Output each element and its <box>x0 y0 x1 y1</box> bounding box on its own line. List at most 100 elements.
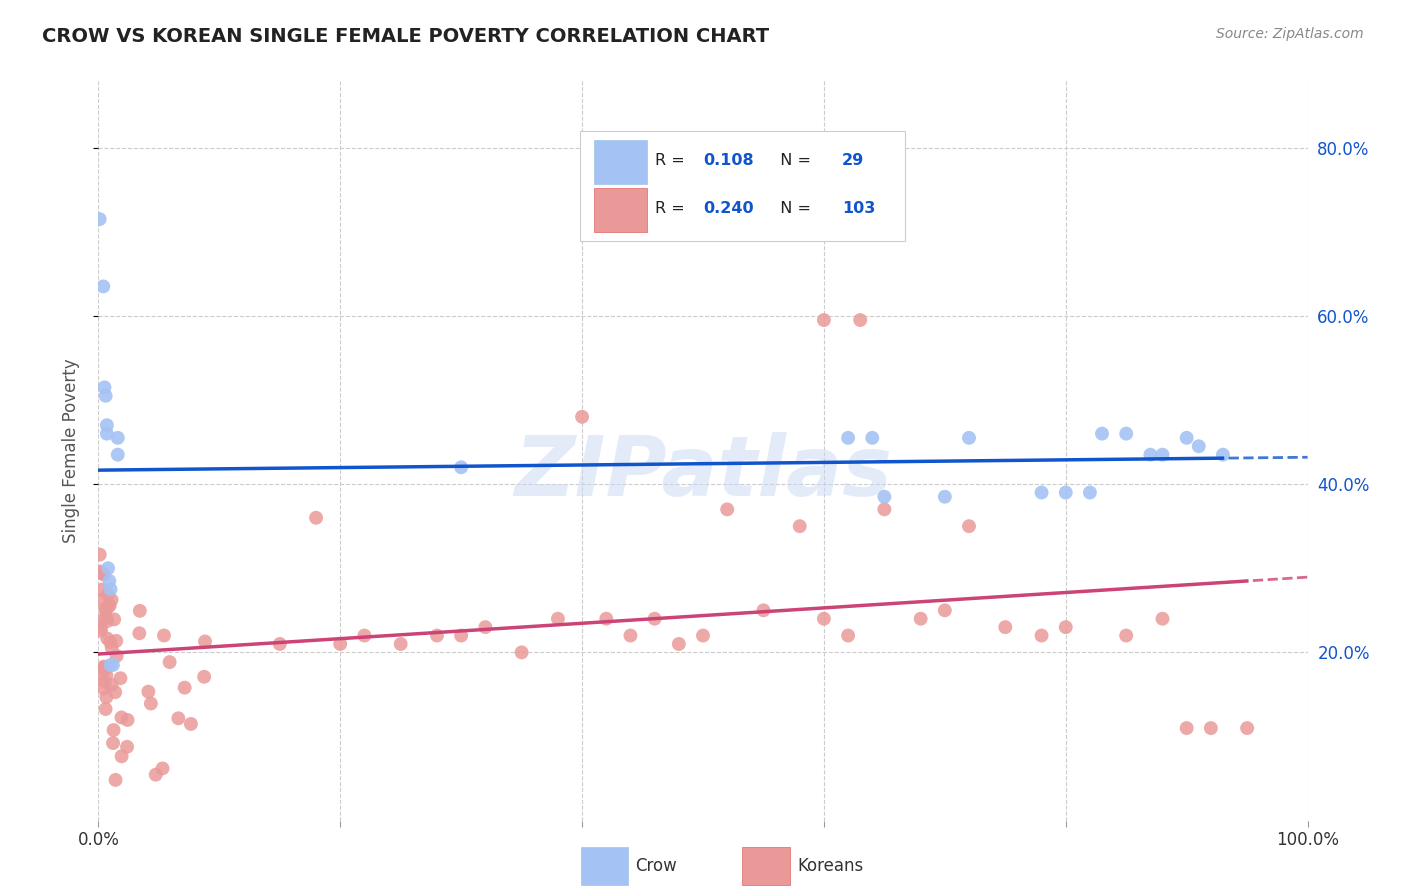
Text: Crow: Crow <box>636 857 678 875</box>
Point <box>96 426 118 441</box>
Point <box>426 628 449 642</box>
Text: N =: N = <box>769 201 815 216</box>
Point <box>957 431 980 445</box>
Point <box>107 448 129 462</box>
Point <box>89 565 111 579</box>
FancyBboxPatch shape <box>579 130 905 241</box>
Point <box>110 710 132 724</box>
Point <box>98 599 121 613</box>
Point <box>1236 721 1258 735</box>
Text: 0.108: 0.108 <box>703 153 754 168</box>
Point <box>1031 485 1053 500</box>
Point <box>91 613 114 627</box>
Point <box>1031 628 1053 642</box>
Point <box>860 431 883 445</box>
Point <box>101 658 124 673</box>
Point <box>105 648 128 663</box>
Point <box>1212 448 1234 462</box>
Point <box>103 723 125 737</box>
Text: R =: R = <box>655 153 689 168</box>
Point <box>93 659 115 673</box>
Point <box>1091 426 1114 441</box>
Point <box>96 690 118 704</box>
Point <box>96 418 118 433</box>
Point <box>595 612 617 626</box>
Point <box>96 632 118 646</box>
Text: CROW VS KOREAN SINGLE FEMALE POVERTY CORRELATION CHART: CROW VS KOREAN SINGLE FEMALE POVERTY COR… <box>42 27 769 45</box>
Point <box>128 626 150 640</box>
Point <box>93 661 115 675</box>
Point <box>173 681 195 695</box>
Point <box>90 621 112 635</box>
Point <box>110 749 132 764</box>
Y-axis label: Single Female Poverty: Single Female Poverty <box>62 359 80 542</box>
Point <box>329 637 352 651</box>
Point <box>167 711 190 725</box>
Point <box>389 637 412 651</box>
Point <box>1175 431 1198 445</box>
Point <box>105 633 128 648</box>
Point <box>100 582 122 597</box>
Point <box>94 603 117 617</box>
Point <box>90 668 112 682</box>
Point <box>619 628 641 642</box>
Point <box>474 620 496 634</box>
Point <box>873 502 896 516</box>
FancyBboxPatch shape <box>595 188 647 232</box>
Point <box>1152 448 1174 462</box>
Point <box>152 761 174 775</box>
Point <box>837 628 859 642</box>
Point <box>873 490 896 504</box>
Point <box>644 612 666 626</box>
Point <box>571 409 593 424</box>
Point <box>90 566 112 581</box>
Point <box>910 612 932 626</box>
Point <box>450 460 472 475</box>
Point <box>100 658 122 673</box>
Point <box>1078 485 1101 500</box>
Point <box>353 628 375 642</box>
Point <box>96 614 118 628</box>
Point <box>115 739 138 754</box>
Point <box>98 635 121 649</box>
Point <box>128 604 150 618</box>
Point <box>994 620 1017 634</box>
Text: 103: 103 <box>842 201 876 216</box>
Text: ZIPatlas: ZIPatlas <box>515 432 891 513</box>
Point <box>813 313 835 327</box>
Point <box>89 212 111 227</box>
Point <box>100 592 122 607</box>
Text: Koreans: Koreans <box>797 857 863 875</box>
Point <box>139 697 162 711</box>
Point <box>97 588 120 602</box>
Point <box>934 490 956 504</box>
Point <box>107 431 129 445</box>
Point <box>668 637 690 651</box>
Point <box>194 634 217 648</box>
Point <box>193 670 215 684</box>
Text: 0.240: 0.240 <box>703 201 754 216</box>
Text: 29: 29 <box>842 153 865 168</box>
Point <box>510 645 533 659</box>
Point <box>305 510 328 524</box>
Point <box>100 678 122 692</box>
Point <box>94 662 117 676</box>
FancyBboxPatch shape <box>595 140 647 184</box>
Point <box>94 674 117 689</box>
Point <box>547 612 569 626</box>
Point <box>849 313 872 327</box>
Point <box>1054 620 1077 634</box>
Point <box>91 279 114 293</box>
Point <box>97 599 120 613</box>
Point <box>1188 439 1211 453</box>
Point <box>692 628 714 642</box>
Point <box>145 767 167 781</box>
Point <box>1139 448 1161 462</box>
Point <box>1152 612 1174 626</box>
Point <box>159 655 181 669</box>
Point <box>934 603 956 617</box>
Point <box>1175 721 1198 735</box>
Point <box>93 681 115 696</box>
Point <box>450 628 472 642</box>
Point <box>104 772 127 787</box>
